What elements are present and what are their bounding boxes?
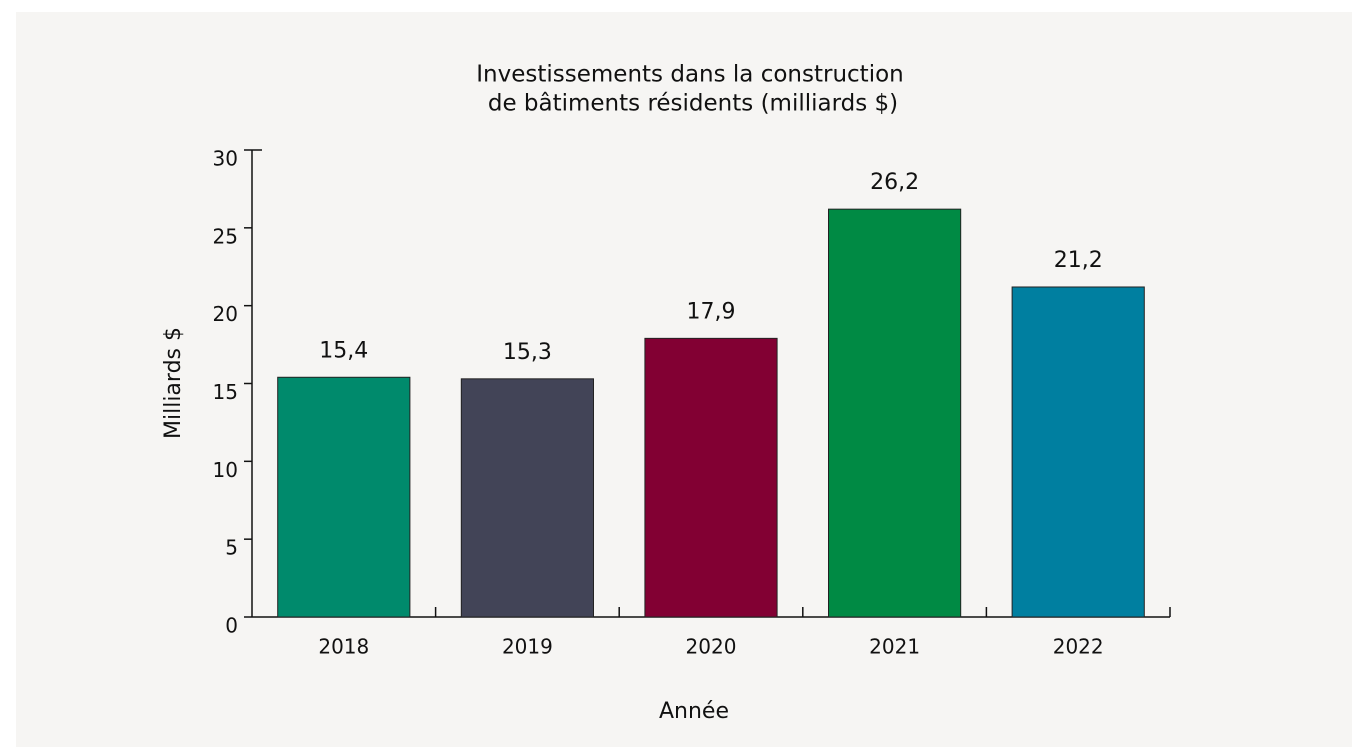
value-label: 15,4	[319, 338, 368, 363]
y-tick-label: 15	[213, 380, 238, 404]
bar	[644, 337, 778, 618]
value-label: 21,2	[1054, 248, 1103, 273]
y-tick-label: 30	[213, 147, 238, 171]
value-label: 26,2	[870, 170, 919, 195]
x-tick-label: 2021	[869, 635, 920, 659]
x-tick-label: 2018	[318, 635, 369, 659]
x-tick-label: 2022	[1053, 635, 1104, 659]
y-tick-label: 25	[213, 224, 238, 248]
y-tick-label: 20	[213, 302, 238, 326]
x-tick-label: 2019	[502, 635, 553, 659]
x-tick-label: 2020	[686, 635, 737, 659]
y-tick-label: 5	[225, 536, 238, 560]
chart-title: Investissements dans la construction	[476, 62, 903, 88]
x-axis-title: Année	[659, 699, 729, 724]
y-tick-label: 0	[225, 614, 238, 638]
y-tick-label: 10	[213, 458, 238, 482]
value-label: 17,9	[687, 299, 736, 324]
chart-title: de bâtiments résidents (milliards $)	[488, 91, 898, 117]
bar	[460, 378, 594, 618]
value-label: 15,3	[503, 340, 552, 365]
bar	[1011, 286, 1145, 618]
bar	[277, 376, 411, 618]
y-axis-title: Milliards $	[161, 327, 186, 439]
bar	[828, 208, 962, 618]
